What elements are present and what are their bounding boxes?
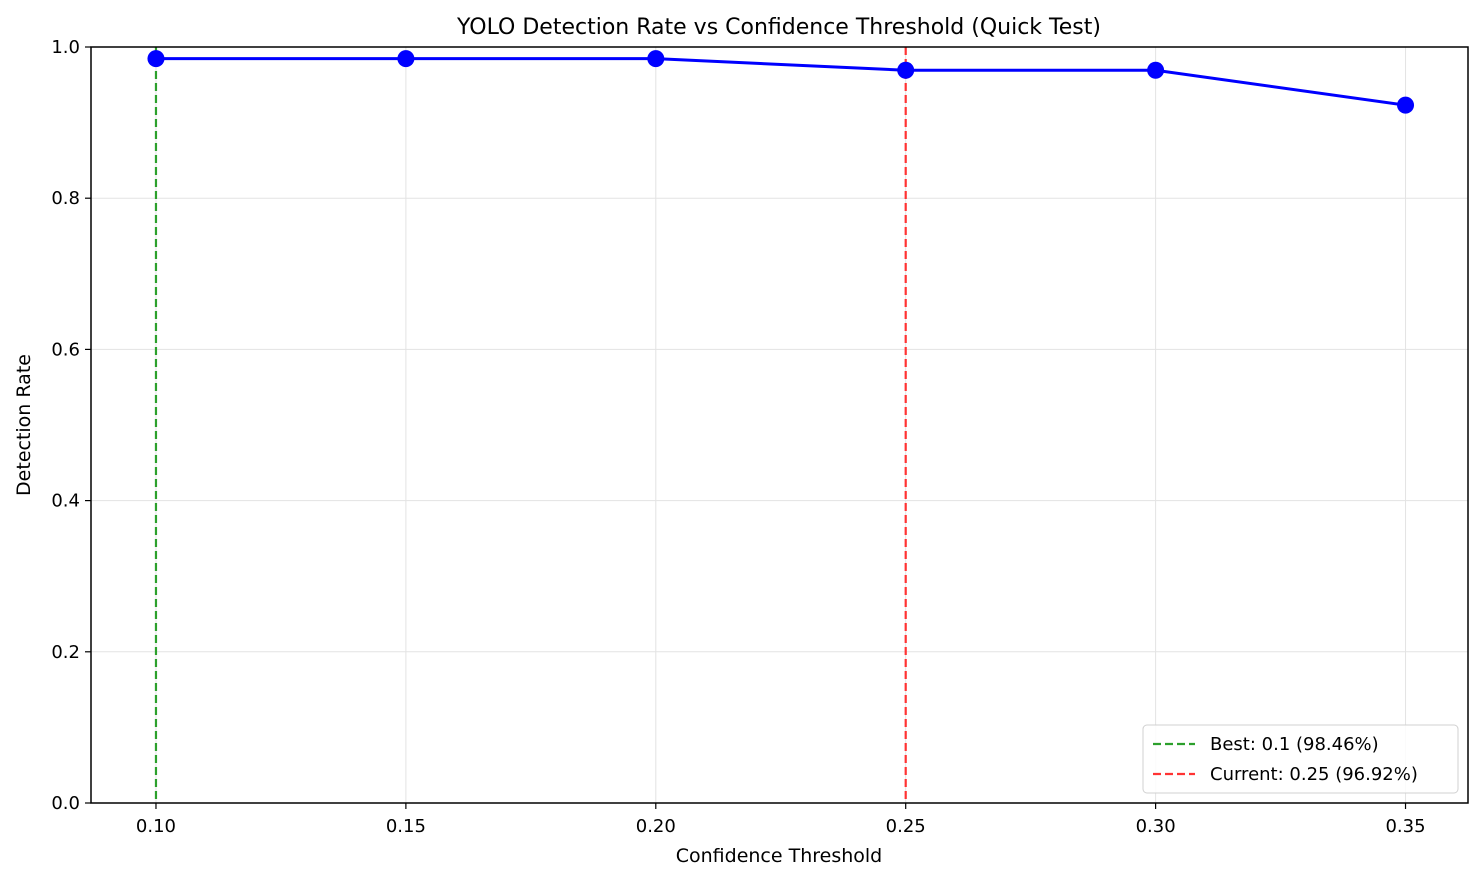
y-tick-label: 1.0 — [51, 37, 80, 58]
legend: Best: 0.1 (98.46%) Current: 0.25 (96.92%) — [1142, 724, 1459, 794]
series-group — [147, 50, 1415, 114]
x-tick-label: 0.10 — [136, 816, 176, 837]
x-tick-label: 0.20 — [636, 816, 676, 837]
reference-lines — [154, 47, 907, 803]
x-tick-label: 0.15 — [386, 816, 426, 837]
data-point — [147, 50, 165, 68]
x-axis-ticks: 0.10 0.15 0.20 0.25 0.30 0.35 — [136, 803, 1426, 837]
y-axis-label: Detection Rate — [13, 354, 35, 496]
data-point — [897, 61, 915, 79]
y-axis-ticks: 0.0 0.2 0.4 0.6 0.8 1.0 — [51, 37, 91, 814]
data-point — [397, 50, 415, 68]
x-axis-label: Confidence Threshold — [676, 845, 883, 867]
data-point — [1147, 61, 1165, 79]
x-tick-label: 0.30 — [1136, 816, 1176, 837]
legend-box — [1142, 724, 1459, 794]
y-tick-label: 0.4 — [51, 491, 80, 512]
series-line — [155, 57, 1406, 107]
y-tick-label: 0.6 — [51, 339, 80, 360]
x-tick-label: 0.35 — [1385, 816, 1425, 837]
legend-label: Best: 0.1 (98.46%) — [1210, 734, 1379, 755]
y-tick-label: 0.8 — [51, 188, 80, 209]
plot-frame — [90, 46, 1469, 804]
data-point — [1397, 96, 1415, 114]
legend-label: Current: 0.25 (96.92%) — [1210, 764, 1418, 785]
x-tick-label: 0.25 — [886, 816, 926, 837]
chart-title: YOLO Detection Rate vs Confidence Thresh… — [456, 15, 1101, 40]
data-point — [647, 50, 665, 68]
y-tick-label: 0.0 — [51, 793, 80, 814]
y-tick-label: 0.2 — [51, 642, 80, 663]
